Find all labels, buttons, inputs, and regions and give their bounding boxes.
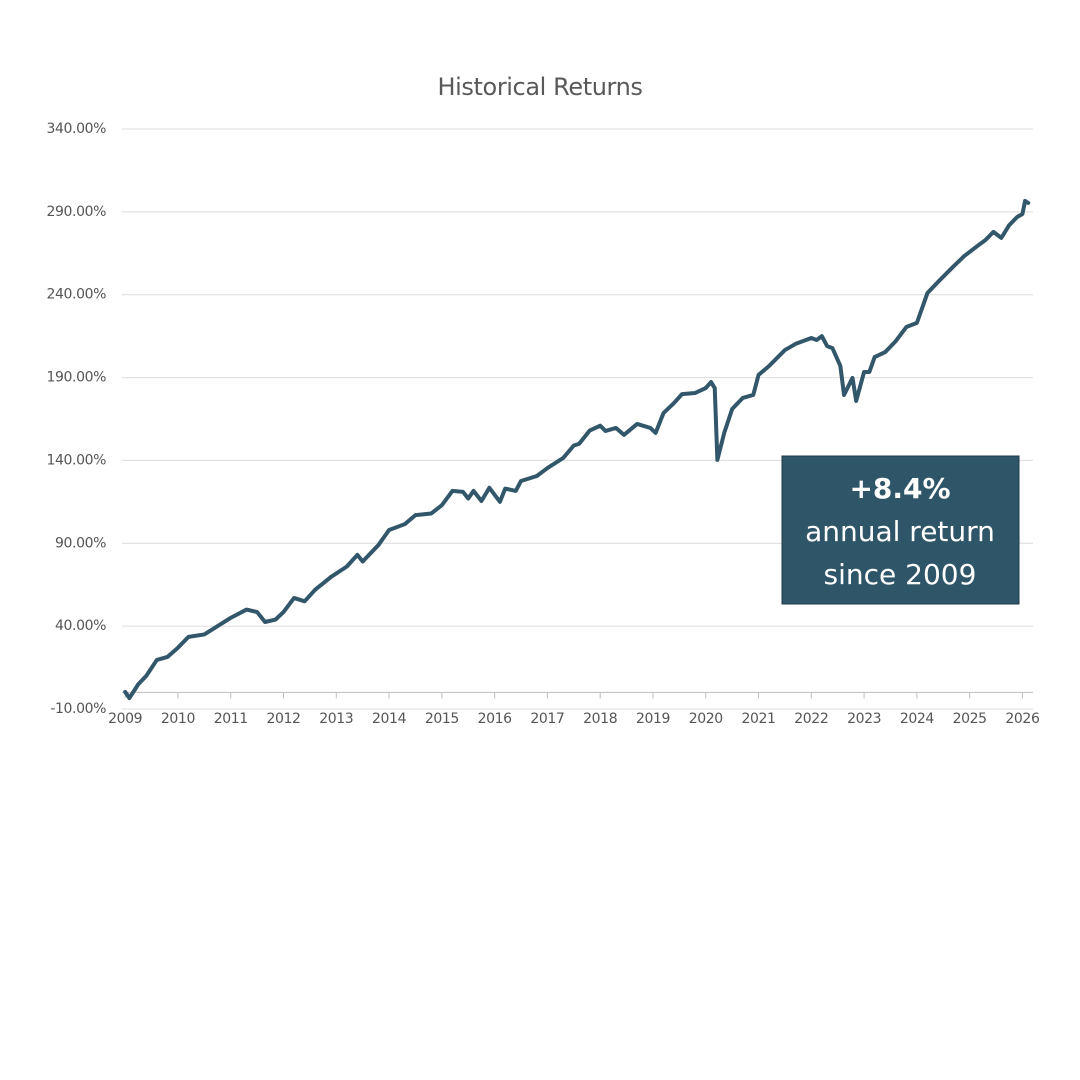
x-tick-label: 2013 — [319, 711, 353, 727]
x-tick-label: 2017 — [530, 711, 564, 727]
x-tick-label: 2025 — [953, 711, 987, 727]
y-tick-label: 140.00% — [47, 452, 107, 468]
x-tick-label: 2020 — [689, 711, 723, 727]
y-tick-label: 190.00% — [47, 370, 107, 386]
x-tick-label: 2016 — [478, 711, 513, 727]
x-tick-label: 2011 — [214, 711, 248, 727]
x-tick-label: 2024 — [900, 711, 935, 727]
x-tick-label: 2022 — [794, 711, 828, 727]
y-tick-label: 240.00% — [47, 287, 107, 303]
x-tick-label: 2021 — [742, 711, 776, 727]
x-tick-label: 2009 — [108, 711, 142, 727]
annotation-box — [781, 455, 1020, 605]
annotation-text: since 2009 — [824, 558, 977, 591]
y-tick-label: 340.00% — [47, 121, 107, 137]
y-tick-label: 40.00% — [55, 618, 106, 634]
annotation-text: annual return — [805, 515, 995, 548]
line-series — [123, 198, 1031, 701]
x-tick-label: 2012 — [266, 711, 300, 727]
chart-title: Historical Returns — [438, 73, 643, 101]
annotation-text: +8.4% — [849, 472, 950, 505]
x-tick-label: 2010 — [161, 711, 195, 727]
x-tick-label: 2018 — [583, 711, 617, 727]
y-tick-label: 290.00% — [47, 204, 107, 220]
y-tick-label: 90.00% — [55, 535, 106, 551]
x-tick-label: 2023 — [847, 711, 881, 727]
x-tick-label: 2015 — [425, 711, 459, 727]
x-tick-label: 2019 — [636, 711, 670, 727]
y-tick-label: -10.00% — [50, 701, 106, 717]
x-tick-label: 2014 — [372, 711, 407, 727]
x-tick-label: 2026 — [1005, 711, 1040, 727]
